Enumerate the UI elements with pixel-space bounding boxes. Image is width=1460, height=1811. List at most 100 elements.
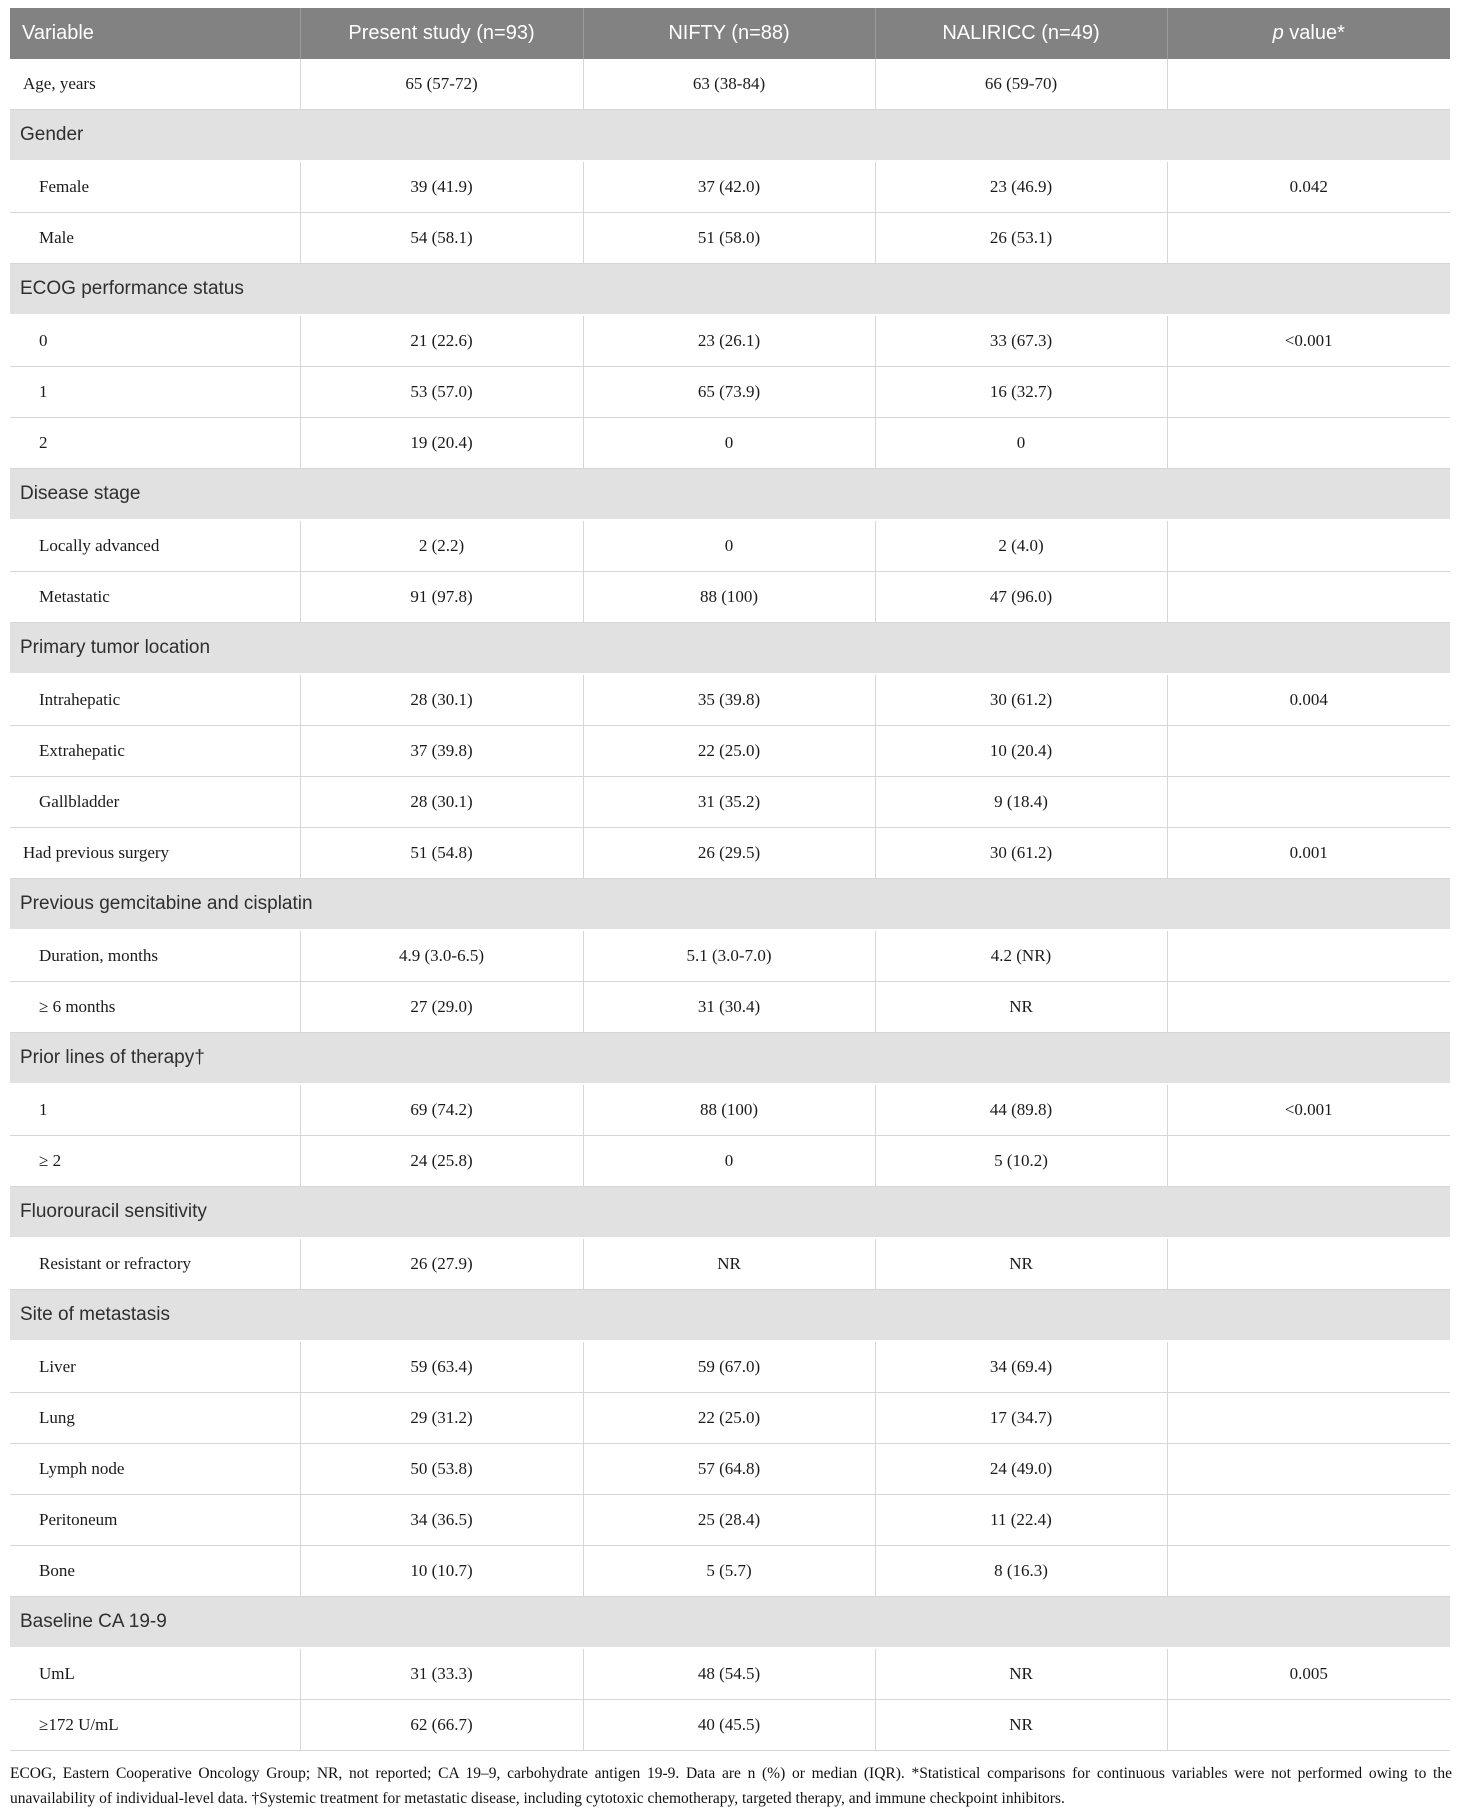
characteristics-table-container: Variable Present study (n=93) NIFTY (n=88)… (10, 8, 1450, 1751)
p-value (1166, 1443, 1450, 1495)
row-label: Liver (10, 1341, 300, 1393)
present-study-value: 4.9 (3.0-6.5) (299, 930, 583, 982)
row-label: 1 (10, 1084, 300, 1136)
nifty-value: 23 (26.1) (582, 315, 875, 367)
row-label: Male (10, 212, 300, 264)
naliricc-value: NR (874, 1238, 1167, 1290)
naliricc-value: 66 (59-70) (874, 59, 1167, 110)
table-row: Male 54 (58.1) 51 (58.0) 26 (53.1) (10, 212, 1450, 264)
row-label: Metastatic (10, 571, 300, 623)
present-study-value: 50 (53.8) (299, 1443, 583, 1495)
table-row: Lymph node 50 (53.8) 57 (64.8) 24 (49.0) (10, 1443, 1450, 1495)
present-study-value: 69 (74.2) (299, 1084, 583, 1136)
row-label: Lymph node (10, 1443, 300, 1495)
section-label: Gender (10, 109, 1450, 162)
present-study-value: 29 (31.2) (299, 1392, 583, 1444)
row-label: Gallbladder (10, 776, 300, 828)
naliricc-value: 17 (34.7) (874, 1392, 1167, 1444)
table-row: Locally advanced 2 (2.2) 0 2 (4.0) (10, 520, 1450, 572)
nifty-value: 35 (39.8) (582, 674, 875, 726)
table-row: Bone 10 (10.7) 5 (5.7) 8 (16.3) (10, 1545, 1450, 1597)
nifty-value: 0 (582, 1135, 875, 1187)
naliricc-value: 33 (67.3) (874, 315, 1167, 367)
table-row: ≥ 6 months 27 (29.0) 31 (30.4) NR (10, 981, 1450, 1033)
present-study-value: 28 (30.1) (299, 674, 583, 726)
row-label: UmL (10, 1648, 300, 1700)
table-row: Peritoneum 34 (36.5) 25 (28.4) 11 (22.4) (10, 1494, 1450, 1546)
p-value (1166, 1135, 1450, 1187)
naliricc-value: 4.2 (NR) (874, 930, 1167, 982)
table-row: ≥ 2 24 (25.8) 0 5 (10.2) (10, 1135, 1450, 1187)
nifty-value: 37 (42.0) (582, 161, 875, 213)
p-value (1166, 571, 1450, 623)
table-row: Resistant or refractory 26 (27.9) NR NR (10, 1238, 1450, 1290)
naliricc-value: 44 (89.8) (874, 1084, 1167, 1136)
present-study-value: 53 (57.0) (299, 366, 583, 418)
p-value (1166, 59, 1450, 110)
table-row: Female 39 (41.9) 37 (42.0) 23 (46.9) 0.042 (10, 161, 1450, 213)
present-study-value: 39 (41.9) (299, 161, 583, 213)
nifty-value: 25 (28.4) (582, 1494, 875, 1546)
nifty-value: 22 (25.0) (582, 1392, 875, 1444)
nifty-value: 59 (67.0) (582, 1341, 875, 1393)
nifty-value: 0 (582, 417, 875, 469)
table-head: Variable Present study (n=93) NIFTY (n=88)… (10, 8, 1450, 59)
p-value (1166, 981, 1450, 1033)
nifty-value: 26 (29.5) (582, 827, 875, 879)
naliricc-value: 47 (96.0) (874, 571, 1167, 623)
naliricc-value: 23 (46.9) (874, 161, 1167, 213)
nifty-value: 31 (30.4) (582, 981, 875, 1033)
p-value (1166, 1341, 1450, 1393)
nifty-value: 5.1 (3.0-7.0) (582, 930, 875, 982)
present-study-value: 31 (33.3) (299, 1648, 583, 1700)
row-label: Bone (10, 1545, 300, 1597)
p-value (1166, 1494, 1450, 1546)
patient-characteristics-table: Variable Present study (n=93) NIFTY (n=88)… (10, 8, 1450, 1751)
row-label: Lung (10, 1392, 300, 1444)
nifty-value: 5 (5.7) (582, 1545, 875, 1597)
naliricc-value: 10 (20.4) (874, 725, 1167, 777)
section-row: Site of metastasis (10, 1289, 1450, 1342)
table-row: 1 53 (57.0) 65 (73.9) 16 (32.7) (10, 366, 1450, 418)
table-row: Age, years 65 (57-72) 63 (38-84) 66 (59-70) (10, 59, 1450, 110)
p-value (1166, 520, 1450, 572)
table-row: Gallbladder 28 (30.1) 31 (35.2) 9 (18.4) (10, 776, 1450, 828)
present-study-value: 34 (36.5) (299, 1494, 583, 1546)
naliricc-value: 8 (16.3) (874, 1545, 1167, 1597)
table-footnote: ECOG, Eastern Cooperative Oncology Group… (10, 1765, 1452, 1808)
row-label: Had previous surgery (10, 827, 300, 879)
present-study-value: 91 (97.8) (299, 571, 583, 623)
table-row: Extrahepatic 37 (39.8) 22 (25.0) 10 (20.4) (10, 725, 1450, 777)
p-value: 0.001 (1166, 827, 1450, 879)
naliricc-value: 34 (69.4) (874, 1341, 1167, 1393)
p-value (1166, 1238, 1450, 1290)
table-row: UmL 31 (33.3) 48 (54.5) NR 0.005 (10, 1648, 1450, 1700)
table-row: Intrahepatic 28 (30.1) 35 (39.8) 30 (61.2) 0… (10, 674, 1450, 726)
nifty-value: 88 (100) (582, 571, 875, 623)
p-value (1166, 1392, 1450, 1444)
row-label: ≥ 6 months (10, 981, 300, 1033)
present-study-value: 26 (27.9) (299, 1238, 583, 1290)
nifty-value: 57 (64.8) (582, 1443, 875, 1495)
p-value (1166, 930, 1450, 982)
naliricc-value: 5 (10.2) (874, 1135, 1167, 1187)
section-label: Disease stage (10, 468, 1450, 521)
nifty-value: 65 (73.9) (582, 366, 875, 418)
table-row: Metastatic 91 (97.8) 88 (100) 47 (96.0) (10, 571, 1450, 623)
naliricc-value: 30 (61.2) (874, 827, 1167, 879)
present-study-value: 28 (30.1) (299, 776, 583, 828)
section-row: Baseline CA 19-9 (10, 1596, 1450, 1649)
nifty-value: 63 (38-84) (582, 59, 875, 110)
present-study-value: 21 (22.6) (299, 315, 583, 367)
column-header-naliricc: NALIRICC (n=49) (874, 8, 1167, 59)
row-label: Age, years (10, 59, 300, 110)
present-study-value: 27 (29.0) (299, 981, 583, 1033)
row-label: Resistant or refractory (10, 1238, 300, 1290)
row-label: Female (10, 161, 300, 213)
naliricc-value: 26 (53.1) (874, 212, 1167, 264)
present-study-value: 10 (10.7) (299, 1545, 583, 1597)
present-study-value: 62 (66.7) (299, 1699, 583, 1751)
present-study-value: 54 (58.1) (299, 212, 583, 264)
column-header-variable: Variable (10, 8, 300, 59)
section-label: Site of metastasis (10, 1289, 1450, 1342)
